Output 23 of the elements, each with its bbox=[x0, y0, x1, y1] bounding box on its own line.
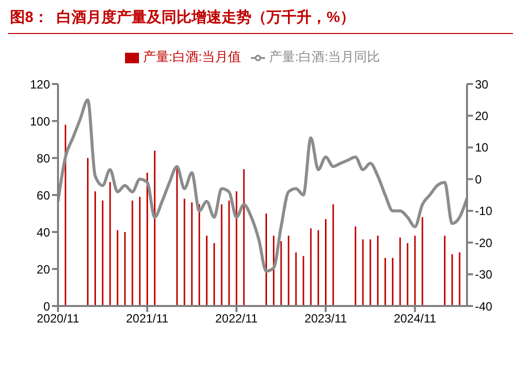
y-tick-label: 80 bbox=[36, 151, 50, 166]
y2-tick-label: 0 bbox=[475, 172, 482, 186]
legend-label: 产量:白酒:当月值 bbox=[142, 49, 241, 64]
y-tick-label: 120 bbox=[30, 77, 50, 92]
x-tick-label: 2024/11 bbox=[394, 312, 437, 326]
y2-tick-label: 20 bbox=[475, 108, 489, 123]
x-tick-label: 2020/11 bbox=[36, 312, 80, 326]
y-tick-label: 20 bbox=[36, 262, 50, 276]
x-tick-label: 2021/11 bbox=[126, 312, 169, 326]
y-tick-label: 60 bbox=[36, 188, 50, 202]
x-tick-label: 2023/11 bbox=[304, 312, 348, 326]
y-tick-label: 100 bbox=[30, 114, 50, 128]
y2-tick-label: -20 bbox=[475, 236, 493, 250]
y-tick-label: 40 bbox=[36, 225, 50, 240]
y-tick-label: 0 bbox=[43, 299, 50, 314]
y2-tick-label: -40 bbox=[475, 299, 493, 314]
chart-title: 图8： 白酒月度产量及同比增速走势（万千升，%） bbox=[8, 8, 513, 34]
x-tick-label: 2022/11 bbox=[215, 312, 258, 326]
y2-tick-label: -30 bbox=[475, 268, 493, 282]
y2-tick-label: 30 bbox=[475, 77, 489, 92]
legend-label: 产量:白酒:当月同比 bbox=[269, 49, 380, 64]
y2-tick-label: -10 bbox=[475, 204, 493, 218]
y2-tick-label: 10 bbox=[475, 140, 489, 155]
